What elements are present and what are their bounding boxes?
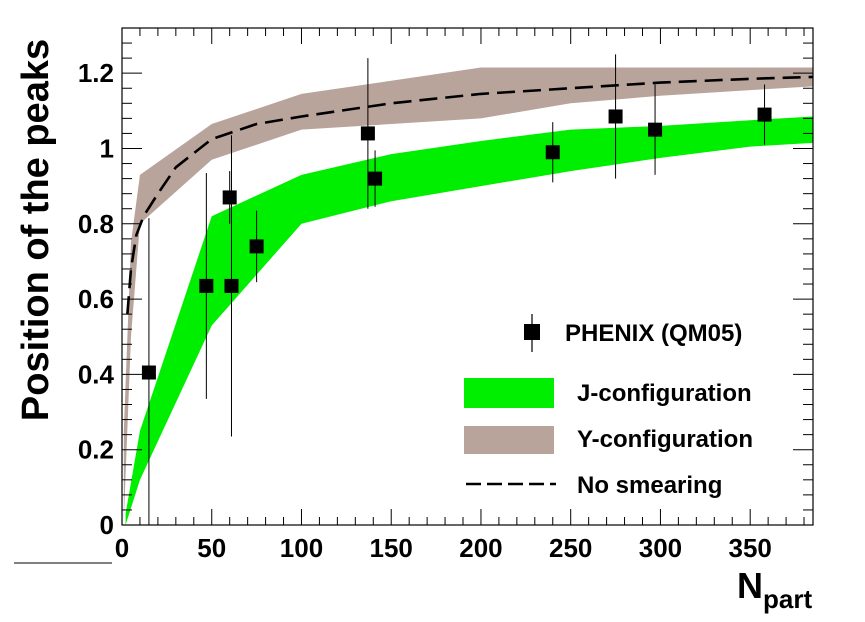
y-tick-label: 0 <box>100 510 114 540</box>
x-tick-label: 200 <box>459 533 502 563</box>
plot-frame <box>121 27 814 526</box>
legend-y-swatch <box>464 426 554 454</box>
points-layer <box>141 54 772 525</box>
legend-nosmear-label: No smearing <box>577 472 722 499</box>
y-tick-label: 0.8 <box>78 209 114 239</box>
y-tick-label: 0.4 <box>78 359 115 389</box>
y-tick-label: 1.2 <box>78 58 114 88</box>
bands-layer <box>123 67 814 525</box>
data-point <box>224 278 239 293</box>
legend: PHENIX (QM05) J-configuration Y-configur… <box>464 314 753 499</box>
legend-phenix-marker <box>524 324 540 340</box>
legend-y-label: Y-configuration <box>577 426 753 453</box>
y-tick-label: 0.6 <box>78 284 114 314</box>
x-tick-label: 100 <box>280 533 323 563</box>
legend-entry-y: Y-configuration <box>464 426 753 454</box>
data-point <box>757 107 772 122</box>
data-point <box>199 278 214 293</box>
legend-entry-phenix: PHENIX (QM05) <box>524 314 742 352</box>
data-point <box>648 122 663 137</box>
data-point <box>545 145 560 160</box>
tick-labels: 0 50 100 150 200 250 300 350 0 0.2 0.4 0.6 0.8 1 1.2 <box>78 58 772 563</box>
y-tick-label: 0.2 <box>78 435 114 465</box>
legend-phenix-label: PHENIX (QM05) <box>565 320 742 347</box>
band-j-configuration <box>125 116 814 525</box>
legend-entry-nosmear: No smearing <box>466 472 722 499</box>
data-point <box>222 190 237 205</box>
data-point <box>141 365 156 380</box>
legend-entry-j: J-configuration <box>464 378 752 408</box>
data-point <box>249 239 264 254</box>
x-tick-label: 250 <box>549 533 592 563</box>
y-axis-title: Position of the peaks <box>15 39 57 421</box>
x-axis-title-main: N <box>737 565 763 606</box>
data-point <box>368 171 383 186</box>
x-tick-label: 50 <box>197 533 226 563</box>
curves-layer <box>126 75 814 315</box>
x-tick-label: 350 <box>728 533 771 563</box>
y-tick-label: 1 <box>100 133 114 163</box>
plot-border <box>121 27 814 526</box>
data-point <box>608 109 623 124</box>
x-axis-title: Npart <box>737 565 812 614</box>
legend-j-label: J-configuration <box>577 380 752 407</box>
x-tick-label: 150 <box>370 533 413 563</box>
x-tick-label: 0 <box>115 533 129 563</box>
legend-j-swatch <box>464 378 554 408</box>
data-point <box>360 126 375 141</box>
axis-ticks <box>121 27 813 526</box>
x-tick-label: 300 <box>639 533 682 563</box>
line-no-smearing <box>126 75 814 315</box>
x-axis-title-subscript: part <box>763 584 812 614</box>
